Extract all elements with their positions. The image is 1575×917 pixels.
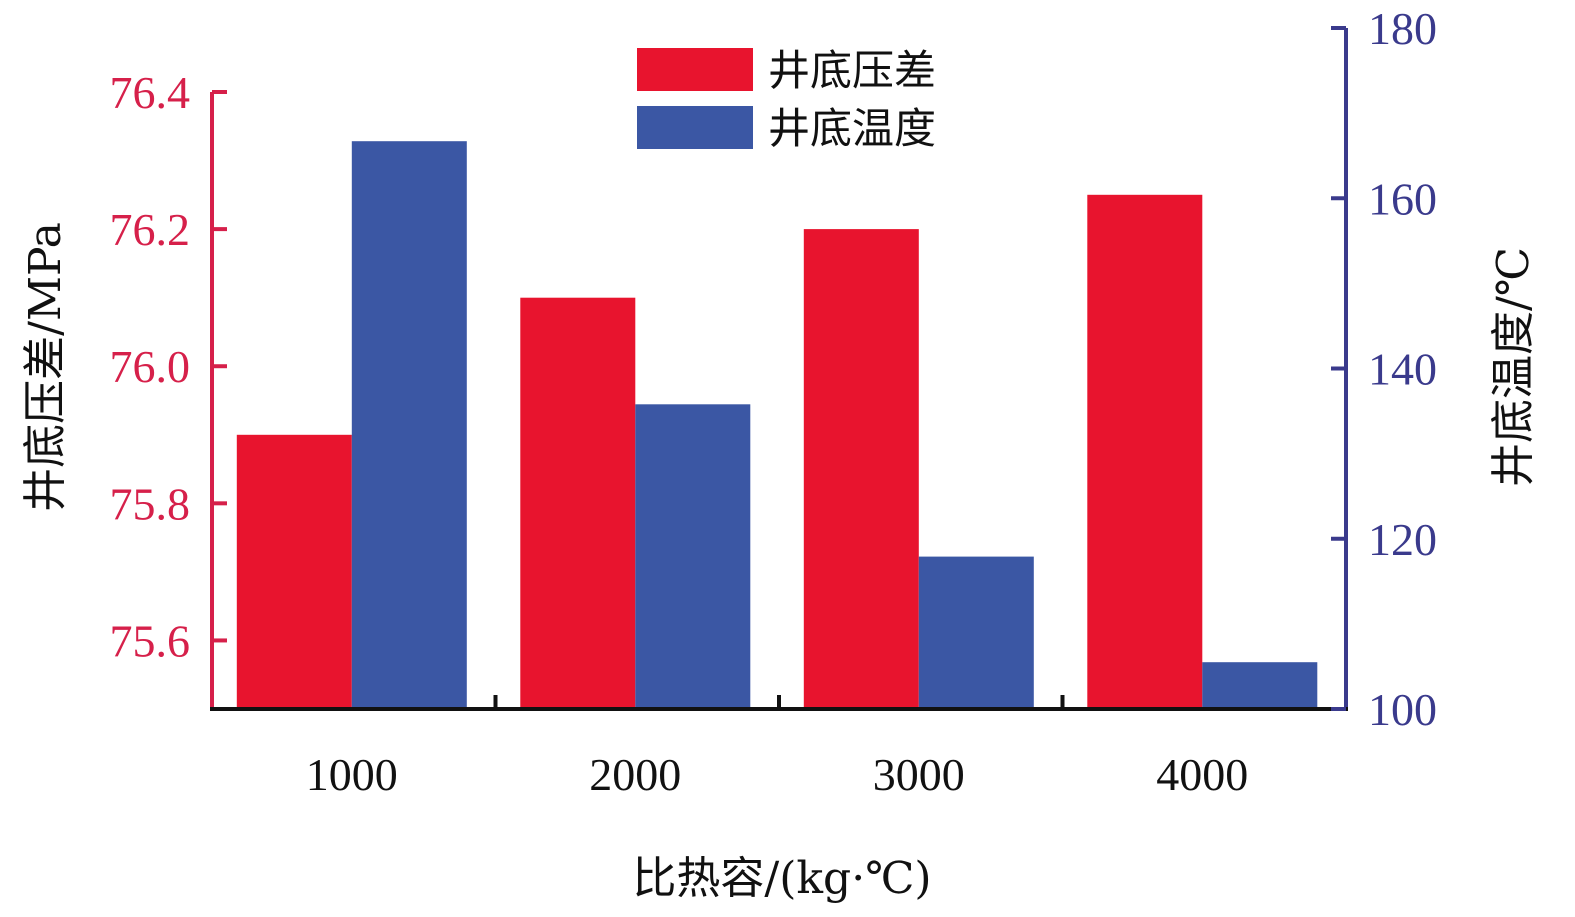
bar-temperature-1000 [351, 141, 467, 709]
x-tick-label: 1000 [306, 749, 398, 800]
right-tick-label: 140 [1368, 344, 1437, 395]
bar-pressure-3000 [803, 229, 919, 709]
bar-pressure-2000 [520, 297, 636, 709]
x-tick-label: 2000 [589, 749, 681, 800]
bars [236, 141, 1318, 710]
bar-pressure-4000 [1087, 194, 1203, 710]
legend-label-pressure: 井底压差 [768, 46, 936, 95]
left-tick-label: 75.8 [110, 478, 191, 529]
left-tick-label: 76.4 [110, 67, 191, 118]
left-axis-title: 井底压差/MPa [20, 222, 71, 512]
left-tick-label: 75.6 [110, 615, 191, 666]
right-axis-title: 井底温度/℃ [1488, 247, 1539, 487]
right-tick-label: 120 [1368, 514, 1437, 565]
bar-temperature-3000 [918, 556, 1034, 709]
ticks: 75.6 75.8 76.0 76.2 76.4 100 120 140 160 180 1000 2… [110, 3, 1438, 800]
bar-temperature-2000 [635, 404, 751, 709]
bar-temperature-4000 [1202, 662, 1318, 709]
left-tick-label: 76.2 [110, 204, 191, 255]
right-tick-label: 180 [1368, 3, 1437, 54]
legend-label-temperature: 井底温度 [768, 104, 936, 153]
legend-swatch-temperature [637, 106, 753, 149]
left-tick-label: 76.0 [110, 341, 191, 392]
legend: 井底压差 井底温度 [637, 46, 936, 153]
legend-swatch-pressure [637, 48, 753, 91]
bar-pressure-1000 [236, 434, 352, 709]
x-tick-label: 3000 [873, 749, 965, 800]
x-tick-label: 4000 [1156, 749, 1248, 800]
right-tick-label: 100 [1368, 684, 1437, 735]
right-tick-label: 160 [1368, 173, 1437, 224]
x-axis-title: 比热容/(kg·℃) [632, 853, 931, 904]
